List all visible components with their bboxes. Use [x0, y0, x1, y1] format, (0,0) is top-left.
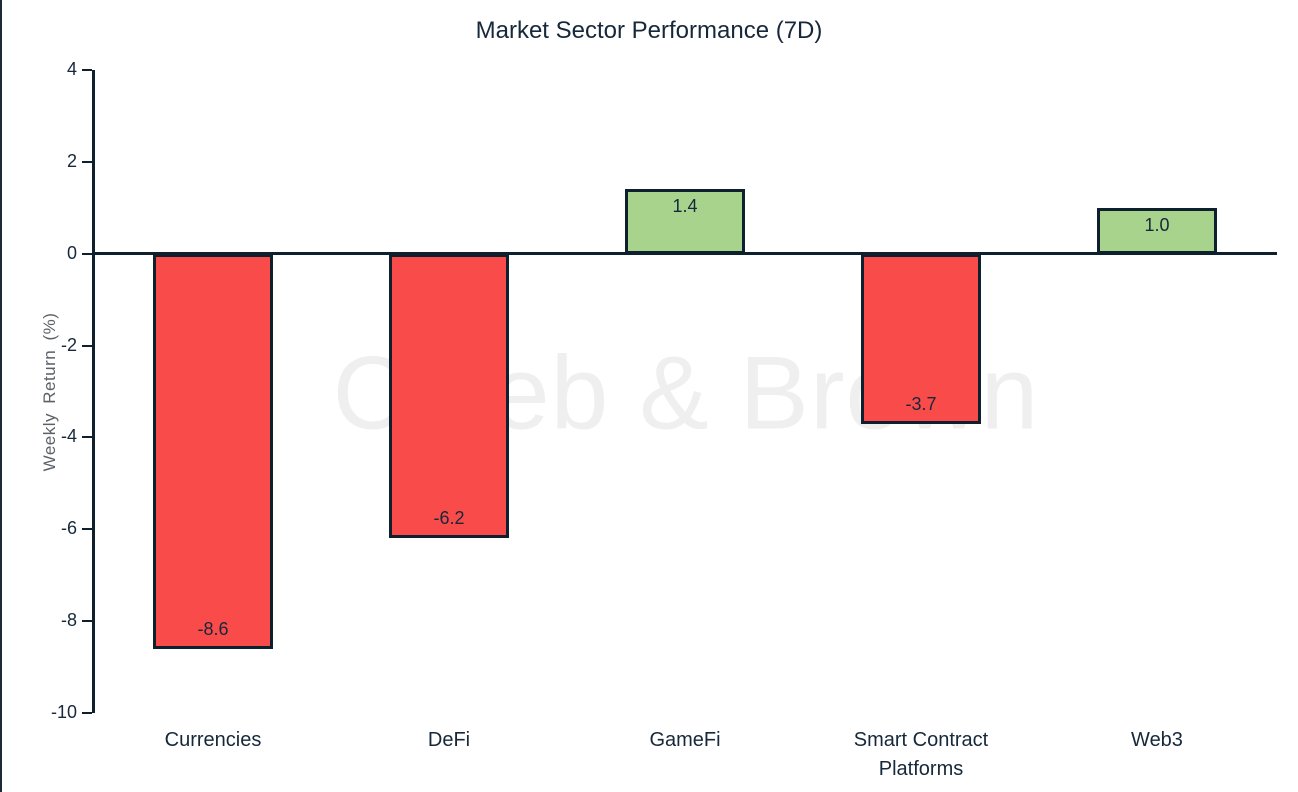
- y-tick-label: -6: [60, 518, 77, 539]
- y-tick-mark: [82, 620, 92, 623]
- x-category-label: Smart Contract Platforms: [853, 729, 989, 780]
- y-tick-mark: [82, 344, 92, 347]
- y-tick-label: -4: [60, 426, 77, 447]
- bar-value-label: -8.6: [197, 618, 229, 639]
- bar-value-label: 1.4: [672, 196, 698, 217]
- bar-value-label: -3.7: [905, 393, 937, 414]
- y-tick-label: 0: [66, 242, 77, 263]
- zero-baseline: [92, 252, 1277, 256]
- y-tick-label: -2: [60, 334, 77, 355]
- bar-gamefi: [625, 189, 745, 254]
- y-tick-label: 2: [66, 150, 77, 171]
- x-category-label: Web3: [1131, 729, 1183, 751]
- y-tick-mark: [82, 528, 92, 531]
- y-tick-mark: [82, 69, 92, 71]
- bar-value-label: 1.0: [1144, 214, 1170, 235]
- bar-defi: [389, 253, 509, 539]
- y-tick-label: -10: [50, 702, 77, 722]
- y-tick-mark: [82, 160, 92, 163]
- y-tick-label: 4: [66, 59, 77, 79]
- x-category-label: GameFi: [649, 729, 721, 751]
- screen-left-border: [0, 0, 2, 792]
- bar-value-label: -6.2: [433, 508, 465, 529]
- y-axis-spine: [92, 70, 95, 713]
- y-tick-mark: [82, 436, 92, 439]
- bar-currencies: [153, 253, 273, 649]
- y-tick-mark: [82, 252, 92, 255]
- x-category-label: Currencies: [164, 729, 262, 751]
- y-tick-label: -8: [60, 610, 77, 631]
- y-tick-mark: [82, 712, 92, 714]
- bar-web3: [1097, 207, 1217, 254]
- x-category-label: DeFi: [427, 729, 471, 751]
- chart-title: Market Sector Performance (7D): [475, 17, 823, 44]
